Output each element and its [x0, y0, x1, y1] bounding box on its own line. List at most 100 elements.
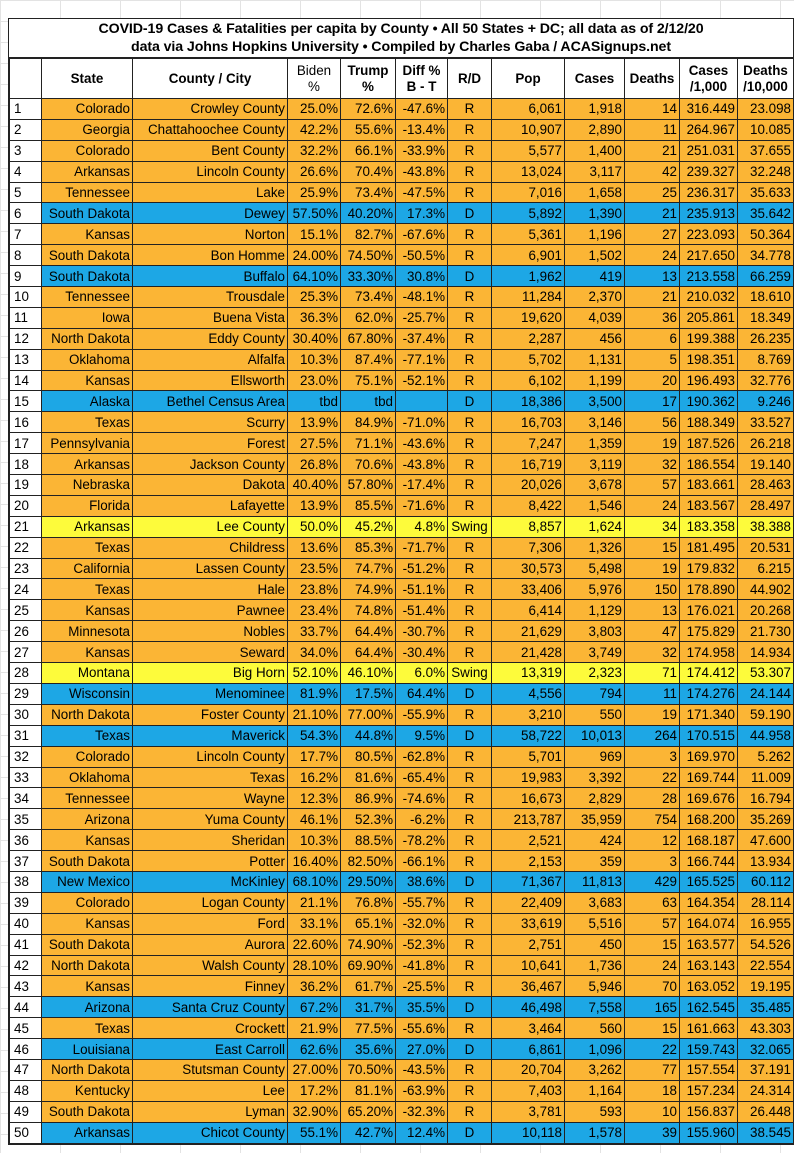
- cell-trump-pct: 85.3%: [340, 536, 396, 559]
- cell-party: R: [447, 954, 492, 977]
- header-state: State: [41, 58, 133, 99]
- cell-party: R: [447, 369, 492, 392]
- cell-deaths: 14: [624, 98, 680, 120]
- cell-population: 21,629: [491, 620, 565, 643]
- cell-deaths-per-10000: 13.934: [737, 850, 794, 872]
- cell-rank: 7: [9, 223, 42, 246]
- cell-cases-per-1000: 163.577: [679, 933, 738, 956]
- table-row: 38 New Mexico McKinley 68.10% 29.50% 38.6% D 71…: [9, 870, 794, 893]
- cell-state: Tennessee: [41, 787, 133, 810]
- cell-biden-pct: 23.8%: [287, 578, 341, 601]
- cell-cases: 3,146: [564, 411, 625, 434]
- table-row: 7 Kansas Norton 15.1% 82.7% -67.6% R 5,361 1,196…: [9, 223, 794, 246]
- cell-diff-pct: -32.0%: [395, 912, 448, 935]
- cell-diff-pct: -55.7%: [395, 891, 448, 914]
- cell-county: Bon Homme: [132, 244, 288, 267]
- cell-deaths: 429: [624, 870, 680, 893]
- cell-deaths: 25: [624, 181, 680, 204]
- cell-deaths-per-10000: 19.140: [737, 453, 794, 476]
- cell-trump-pct: 55.6%: [340, 118, 396, 141]
- table-row: 48 Kentucky Lee 17.2% 81.1% -63.9% R 7,403 1,164…: [9, 1079, 794, 1102]
- cell-trump-pct: 73.4%: [340, 181, 396, 204]
- cell-state: South Dakota: [41, 1100, 133, 1123]
- cell-cases: 2,890: [564, 118, 625, 141]
- header-label: County / City: [168, 70, 252, 86]
- cell-party: D: [447, 265, 492, 288]
- cell-state: Iowa: [41, 306, 133, 329]
- cell-deaths: 165: [624, 996, 680, 1019]
- cell-cases-per-1000: 170.515: [679, 724, 738, 747]
- cell-trump-pct: 70.50%: [340, 1058, 396, 1081]
- cell-diff-pct: -51.2%: [395, 557, 448, 580]
- cell-deaths-per-10000: 28.114: [737, 891, 794, 914]
- header-deaths: Deaths: [624, 58, 680, 99]
- cell-trump-pct: 33.30%: [340, 265, 396, 288]
- cell-cases-per-1000: 213.558: [679, 265, 738, 288]
- cell-population: 1,962: [491, 265, 565, 288]
- cell-diff-pct: -43.6%: [395, 432, 448, 455]
- cell-biden-pct: 25.3%: [287, 286, 341, 308]
- cell-cases: 1,326: [564, 536, 625, 559]
- cell-party: R: [447, 787, 492, 810]
- cell-trump-pct: 29.50%: [340, 870, 396, 893]
- cell-cases-per-1000: 235.913: [679, 202, 738, 225]
- cell-state: Texas: [41, 1017, 133, 1040]
- cell-party: R: [447, 118, 492, 141]
- table-row: 1 Colorado Crowley County 25.0% 72.6% -47.6% R…: [9, 98, 794, 120]
- cell-deaths: 15: [624, 536, 680, 559]
- cell-diff-pct: -37.4%: [395, 327, 448, 350]
- table-row: 40 Kansas Ford 33.1% 65.1% -32.0% R 33,619 5,516…: [9, 912, 794, 935]
- table-row: 19 Nebraska Dakota 40.40% 57.80% -17.4% R 20,02…: [9, 474, 794, 496]
- cell-trump-pct: 76.8%: [340, 891, 396, 914]
- cell-population: 7,016: [491, 181, 565, 204]
- cell-county: Big Horn: [132, 662, 288, 684]
- cell-diff-pct: 4.8%: [395, 515, 448, 538]
- cell-cases: 3,678: [564, 474, 625, 496]
- cell-rank: 31: [9, 724, 42, 747]
- table-row: 6 South Dakota Dewey 57.50% 40.20% 17.3% D 5,89…: [9, 202, 794, 225]
- cell-party: R: [447, 766, 492, 789]
- cell-county: Seward: [132, 641, 288, 664]
- cell-deaths-per-10000: 26.448: [737, 1100, 794, 1123]
- cell-cases: 5,976: [564, 578, 625, 601]
- header-population: Pop: [491, 58, 565, 99]
- table-row: 17 Pennsylvania Forest 27.5% 71.1% -43.6% R 7,2…: [9, 432, 794, 455]
- cell-cases: 424: [564, 829, 625, 852]
- cell-county: Stutsman County: [132, 1058, 288, 1081]
- cell-cases-per-1000: 183.567: [679, 494, 738, 517]
- cell-cases-per-1000: 210.032: [679, 286, 738, 308]
- cell-population: 13,024: [491, 160, 565, 183]
- cell-deaths: 63: [624, 891, 680, 914]
- cell-deaths-per-10000: 22.554: [737, 954, 794, 977]
- cell-trump-pct: 64.4%: [340, 641, 396, 664]
- cell-cases-per-1000: 179.832: [679, 557, 738, 580]
- cell-cases: 1,096: [564, 1038, 625, 1060]
- header-biden-pct: Biden%: [287, 58, 341, 99]
- cell-population: 20,026: [491, 474, 565, 496]
- cell-diff-pct: 64.4%: [395, 682, 448, 705]
- cell-cases-per-1000: 157.554: [679, 1058, 738, 1081]
- table-row: 42 North Dakota Walsh County 28.10% 69.90% -4…: [9, 954, 794, 977]
- cell-biden-pct: 46.1%: [287, 808, 341, 831]
- cell-population: 6,061: [491, 98, 565, 120]
- cell-county: Sheridan: [132, 829, 288, 852]
- cell-rank: 24: [9, 578, 42, 601]
- cell-party: Swing: [447, 515, 492, 538]
- cell-deaths-per-10000: 35.269: [737, 808, 794, 831]
- cell-trump-pct: 74.9%: [340, 578, 396, 601]
- cell-biden-pct: 25.9%: [287, 181, 341, 204]
- header-county: County / City: [132, 58, 288, 99]
- cell-party: D: [447, 1038, 492, 1060]
- table-row: 44 Arizona Santa Cruz County 67.2% 31.7% 35.5…: [9, 996, 794, 1019]
- cell-cases: 1,578: [564, 1121, 625, 1144]
- cell-rank: 42: [9, 954, 42, 977]
- cell-trump-pct: 72.6%: [340, 98, 396, 120]
- cell-deaths-per-10000: 33.527: [737, 411, 794, 434]
- cell-population: 6,861: [491, 1038, 565, 1060]
- cell-rank: 18: [9, 453, 42, 476]
- cell-cases-per-1000: 164.354: [679, 891, 738, 914]
- cell-rank: 19: [9, 474, 42, 496]
- cell-party: R: [447, 829, 492, 852]
- cell-deaths: 3: [624, 850, 680, 872]
- table-row: 46 Louisiana East Carroll 62.6% 35.6% 27.0% D 6…: [9, 1038, 794, 1060]
